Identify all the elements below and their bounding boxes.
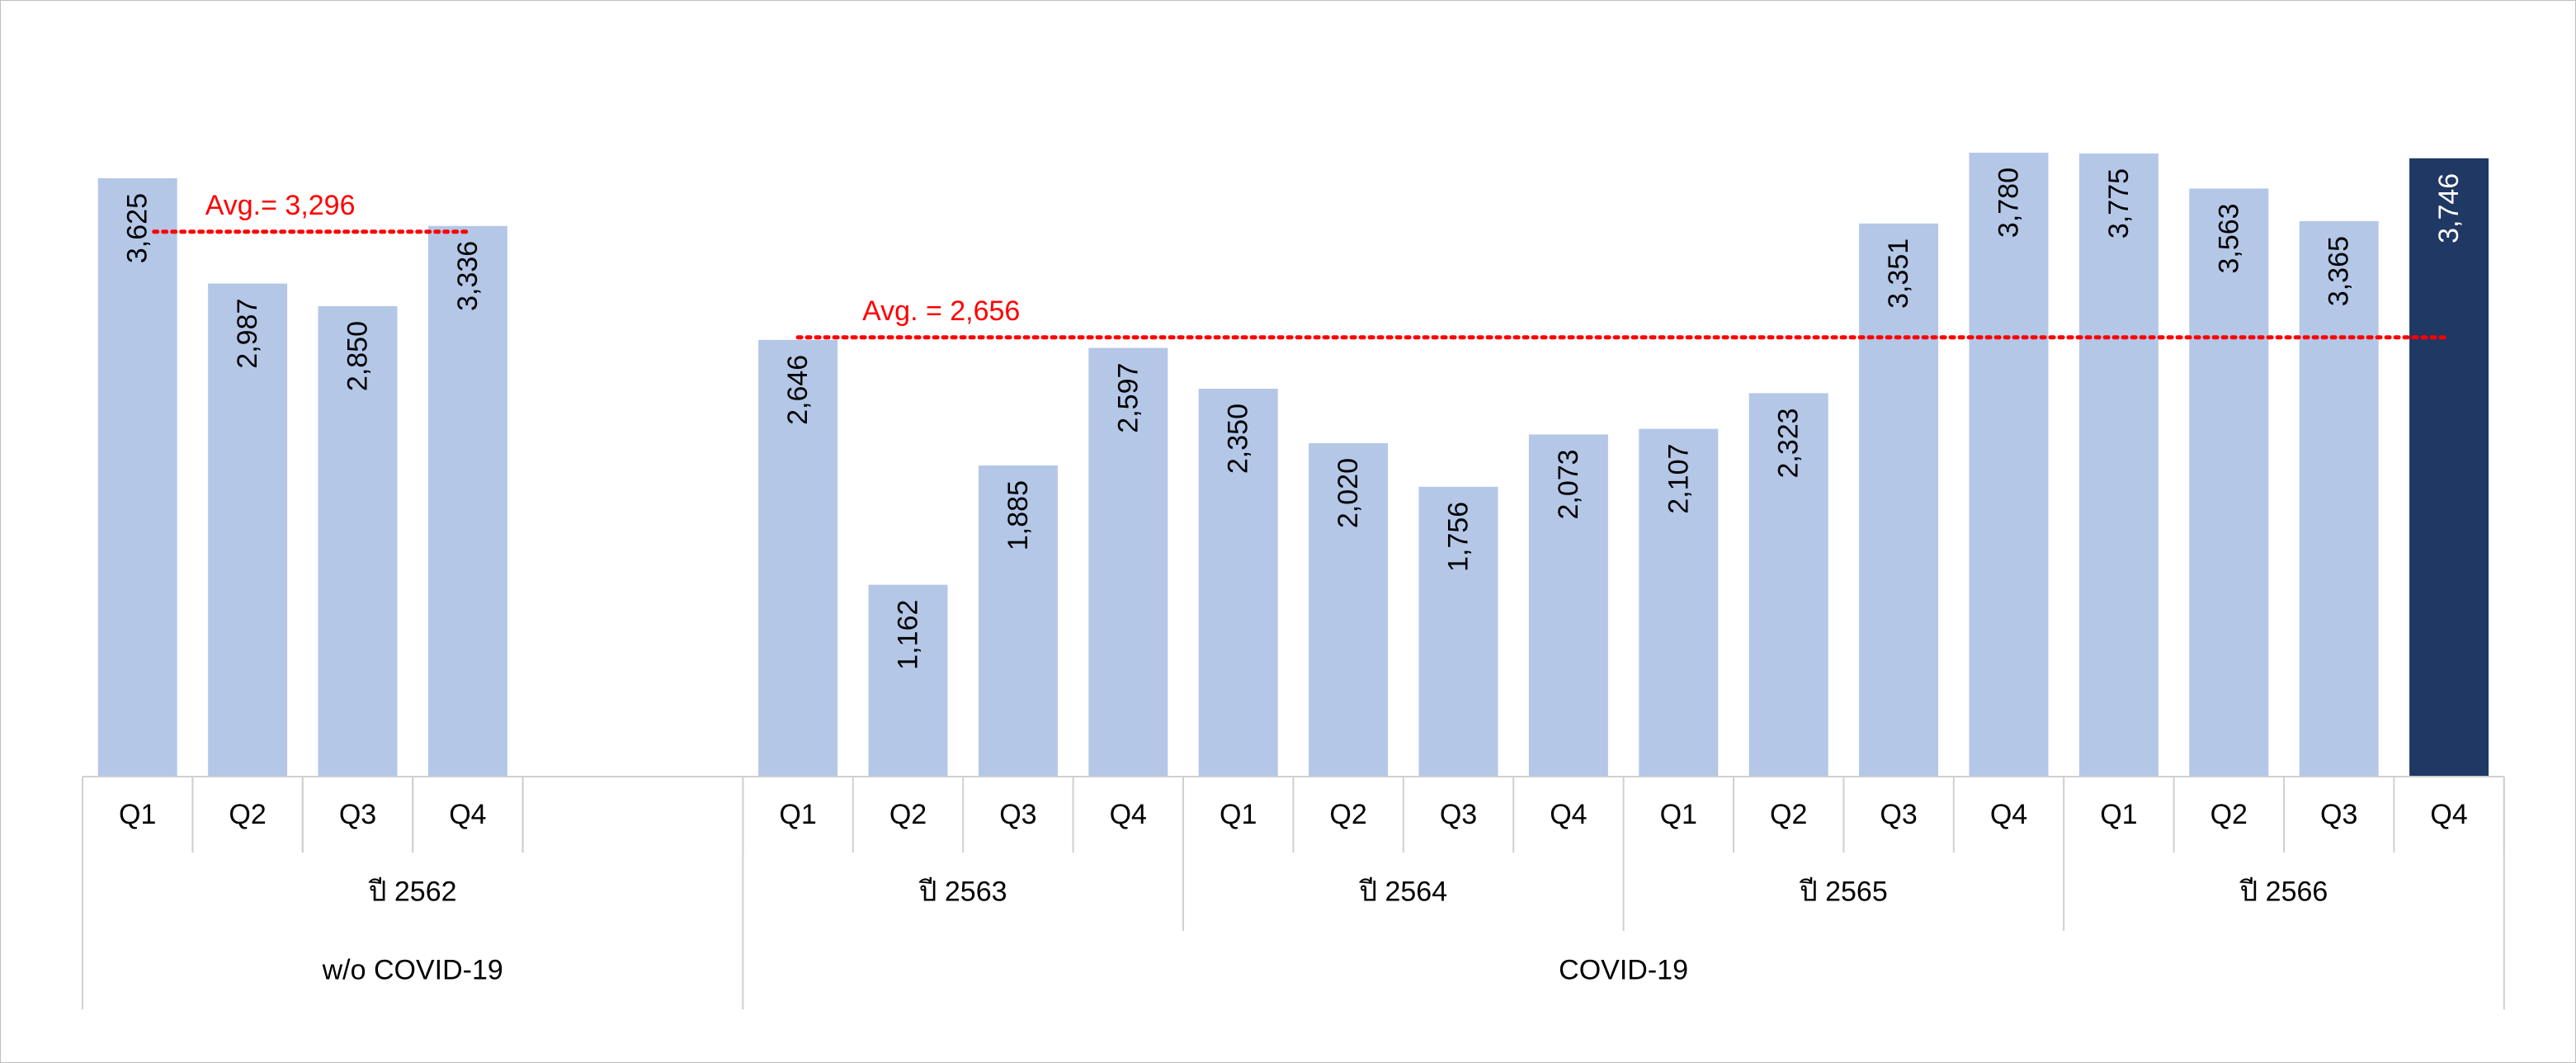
bar-value-label: 3,746 [2433, 173, 2465, 243]
bar-2562-q2 [208, 283, 288, 777]
bar-2566-q3 [2299, 221, 2379, 777]
quarter-tick-label: Q3 [1880, 799, 1917, 830]
bar-value-label: 2,107 [1663, 444, 1694, 514]
year-tick-label: ปี 2562 [368, 876, 456, 908]
bar-2566-q4 [2409, 158, 2489, 777]
average-lines-layer: Avg.= 3,296 Avg. = 2,656 [152, 190, 2451, 340]
bar-2565-q1 [1639, 428, 1719, 777]
year-tick-label: ปี 2566 [2239, 876, 2328, 908]
quarter-tick-label: Q3 [2320, 799, 2357, 830]
quarter-tick-label: Q1 [1660, 799, 1697, 830]
quarter-tick-label: Q3 [999, 799, 1036, 830]
category-axis: Q1 Q2 Q3 Q4 Q1 Q2 Q3 Q4 Q1 Q2 Q3 Q4 Q1 Q2 Q3 Q4 Q1 Q2 Q3 Q4… [82, 776, 2505, 1009]
bar-value-label: 2,020 [1333, 458, 1364, 528]
bar-value-label: 2,350 [1223, 404, 1254, 474]
quarter-tick-label: Q4 [1110, 799, 1147, 830]
bar-value-label: 2,323 [1773, 408, 1805, 478]
bar-2563-q1 [758, 339, 838, 777]
bar-2565-q4 [1969, 153, 2049, 777]
quarter-tick-label: Q1 [1220, 799, 1257, 830]
bar-2563-q2 [868, 584, 948, 777]
quarter-tick-label: Q3 [1440, 799, 1477, 830]
bar-value-label: 2,597 [1112, 363, 1144, 433]
bar-2562-q4 [427, 225, 507, 777]
bar-2562-q3 [318, 306, 398, 777]
bar-value-label: 3,351 [1883, 239, 1914, 309]
bar-value-label: 3,780 [1993, 168, 2025, 238]
bar-2566-q2 [2189, 188, 2269, 777]
quarter-tick-label: Q4 [449, 799, 486, 830]
bar-value-label: 2,073 [1553, 449, 1584, 519]
quarter-tick-label: Q1 [2100, 799, 2137, 830]
quarter-tick-label: Q2 [1329, 799, 1366, 830]
quarter-tick-label: Q4 [1990, 799, 2027, 830]
quarter-tick-label: Q1 [779, 799, 816, 830]
average-label: Avg.= 3,296 [205, 190, 356, 221]
bars-layer: 3,625 2,987 2,850 3,336 2,646 1,162 1,885 2,597… [97, 153, 2489, 777]
bar-2565-q2 [1748, 393, 1828, 777]
bar-value-label: 3,775 [2103, 168, 2135, 239]
bar-2566-q1 [2078, 154, 2158, 777]
quarter-tick-label: Q4 [1550, 799, 1587, 830]
quarter-tick-label: Q2 [2210, 799, 2248, 830]
bar-value-label: 1,885 [1003, 480, 1034, 550]
quarter-tick-label: Q3 [339, 799, 376, 830]
bar-value-label: 1,756 [1443, 502, 1474, 572]
bar-value-label: 2,850 [342, 321, 374, 391]
bar-value-label: 3,336 [452, 241, 484, 311]
bar-2563-q3 [978, 465, 1058, 777]
year-tick-label: ปี 2565 [1799, 876, 1887, 908]
group-label-covid: COVID-19 [1559, 955, 1688, 986]
year-tick-label: ปี 2564 [1359, 876, 1447, 908]
bar-2564-q4 [1528, 434, 1608, 777]
bar-2564-q1 [1198, 389, 1278, 777]
quarter-tick-label: Q2 [229, 799, 266, 830]
bar-value-label: 3,563 [2213, 203, 2244, 273]
bar-value-label: 3,365 [2324, 236, 2355, 306]
quarter-tick-label: Q2 [1770, 799, 1807, 830]
quarter-tick-label: Q2 [889, 799, 927, 830]
year-tick-label: ปี 2563 [918, 876, 1007, 908]
bar-2565-q3 [1859, 223, 1939, 777]
group-label-without-covid: w/o COVID-19 [322, 955, 503, 986]
bar-2563-q4 [1088, 347, 1168, 777]
bar-value-label: 3,625 [122, 193, 153, 263]
bar-2562-q1 [97, 178, 177, 777]
quarter-tick-label: Q4 [2430, 799, 2467, 830]
bar-value-label: 1,162 [893, 600, 924, 670]
bar-value-label: 2,646 [782, 355, 814, 425]
bar-value-label: 2,987 [232, 299, 263, 369]
bar-2564-q2 [1309, 443, 1389, 777]
average-label: Avg. = 2,656 [862, 295, 1020, 327]
bar-2564-q3 [1418, 486, 1498, 777]
quarter-tick-label: Q1 [119, 799, 156, 830]
